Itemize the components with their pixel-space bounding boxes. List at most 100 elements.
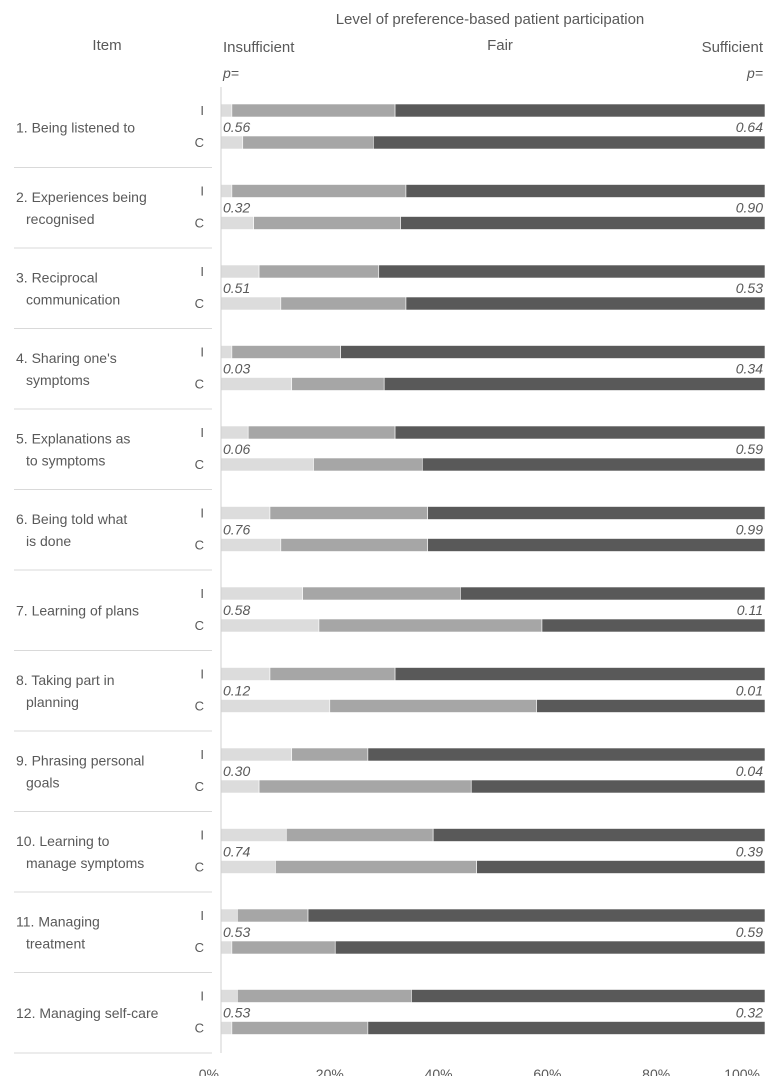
- group-label-i: I: [200, 264, 204, 279]
- item-label: 1. Being listened to: [16, 119, 135, 135]
- group-label-c: C: [195, 618, 204, 633]
- bar-c-insufficient: [220, 1021, 233, 1035]
- bar-i-fair: [237, 989, 412, 1003]
- bar-c-insufficient: [220, 457, 314, 472]
- bar-i-fair: [237, 908, 309, 923]
- bar-c-fair: [253, 216, 401, 230]
- bar-c-fair: [231, 1021, 369, 1035]
- p-value-left: 0.76: [223, 522, 250, 538]
- group-label-i: I: [200, 747, 204, 762]
- bar-i-insufficient: [220, 345, 233, 359]
- bar-i-fair: [247, 425, 396, 440]
- group-label-c: C: [195, 538, 204, 553]
- p-value-right: 0.34: [736, 361, 763, 377]
- bar-i-sufficient: [427, 506, 765, 520]
- item-label: manage symptoms: [26, 855, 144, 871]
- group-label-c: C: [195, 457, 204, 472]
- bar-c-sufficient: [421, 457, 765, 472]
- bar-i-fair: [269, 667, 396, 681]
- group-label-i: I: [200, 667, 204, 682]
- bar-c-sufficient: [427, 538, 765, 552]
- bar-c-fair: [280, 296, 407, 311]
- group-label-c: C: [195, 940, 204, 955]
- level-label-sufficient: Sufficient: [702, 39, 764, 56]
- p-value-left: 0.53: [223, 1005, 250, 1021]
- group-label-c: C: [195, 377, 204, 392]
- bar-c-fair: [291, 377, 385, 391]
- bar-c-sufficient: [405, 296, 765, 311]
- group-label-c: C: [195, 135, 204, 150]
- item-label: planning: [26, 694, 79, 710]
- group-label-i: I: [200, 908, 204, 923]
- bar-i-sufficient: [411, 989, 765, 1003]
- bar-i-fair: [291, 747, 369, 762]
- x-axis: 0% 20% 40% 60% 80% 100%: [199, 87, 760, 1076]
- item-row-10: 10. Learning to manage symptoms I C 0.74 0.39: [14, 828, 765, 893]
- item-label: 11. Managing: [16, 913, 100, 929]
- bar-c-insufficient: [220, 860, 276, 874]
- p-value-left: 0.53: [223, 924, 250, 940]
- level-label-insufficient: Insufficient: [223, 39, 295, 56]
- bar-i-fair: [231, 184, 407, 198]
- p-value-right: 0.01: [736, 683, 763, 699]
- item-label: 9. Phrasing personal: [16, 752, 144, 768]
- bar-c-insufficient: [220, 216, 254, 230]
- bar-c-fair: [258, 779, 472, 794]
- item-label: 7. Learning of plans: [16, 602, 139, 618]
- bar-i-sufficient: [460, 586, 765, 601]
- group-label-i: I: [200, 103, 204, 118]
- bar-i-insufficient: [220, 586, 303, 601]
- p-header-right: p=: [746, 65, 763, 81]
- bar-i-sufficient: [367, 747, 765, 762]
- item-row-2: 2. Experiences being recognised I C 0.32 0.90: [14, 184, 765, 249]
- bar-i-fair: [302, 586, 461, 601]
- group-label-c: C: [195, 216, 204, 231]
- item-label: 5. Explanations as: [16, 430, 130, 446]
- item-label: 12. Managing self-care: [16, 1005, 159, 1021]
- bar-c-insufficient: [220, 779, 260, 794]
- group-label-i: I: [200, 425, 204, 440]
- x-tick-label: 40%: [425, 1066, 453, 1076]
- bar-i-sufficient: [340, 345, 765, 359]
- group-label-c: C: [195, 779, 204, 794]
- bar-c-insufficient: [220, 296, 282, 311]
- bar-c-fair: [329, 699, 537, 713]
- p-value-right: 0.59: [736, 924, 763, 940]
- item-label: is done: [26, 533, 71, 549]
- bar-i-fair: [285, 828, 434, 842]
- bar-c-sufficient: [541, 618, 765, 633]
- p-value-left: 0.56: [223, 119, 250, 135]
- item-row-1: 1. Being listened to I C 0.56 0.64: [14, 103, 765, 168]
- bar-i-insufficient: [220, 667, 271, 681]
- x-tick-label: 0%: [199, 1066, 219, 1076]
- bar-c-fair: [313, 457, 423, 472]
- group-label-i: I: [200, 828, 204, 843]
- item-label: goals: [26, 774, 59, 790]
- bar-c-insufficient: [220, 135, 244, 150]
- p-value-right: 0.11: [737, 602, 763, 618]
- p-value-right: 0.53: [736, 280, 763, 296]
- bar-i-sufficient: [394, 103, 765, 118]
- group-label-i: I: [200, 506, 204, 521]
- group-label-c: C: [195, 296, 204, 311]
- item-label: 3. Reciprocal: [16, 269, 98, 285]
- bar-i-insufficient: [220, 103, 233, 118]
- p-value-right: 0.59: [736, 441, 763, 457]
- bar-i-insufficient: [220, 747, 293, 762]
- bar-c-fair: [242, 135, 374, 150]
- bar-i-fair: [269, 506, 429, 520]
- p-value-left: 0.32: [223, 200, 250, 216]
- bar-c-insufficient: [220, 940, 233, 955]
- group-label-c: C: [195, 860, 204, 875]
- p-header-left: p=: [222, 65, 239, 81]
- item-row-5: 5. Explanations as to symptoms I C 0.06 0.59: [14, 425, 765, 490]
- bar-i-fair: [231, 345, 341, 359]
- bar-c-fair: [275, 860, 477, 874]
- p-value-left: 0.03: [223, 361, 250, 377]
- group-label-c: C: [195, 1021, 204, 1036]
- item-label: treatment: [26, 935, 85, 951]
- level-label-fair: Fair: [487, 37, 513, 54]
- item-label: 6. Being told what: [16, 511, 127, 527]
- bar-i-sufficient: [394, 667, 765, 681]
- item-label: 8. Taking part in: [16, 672, 115, 688]
